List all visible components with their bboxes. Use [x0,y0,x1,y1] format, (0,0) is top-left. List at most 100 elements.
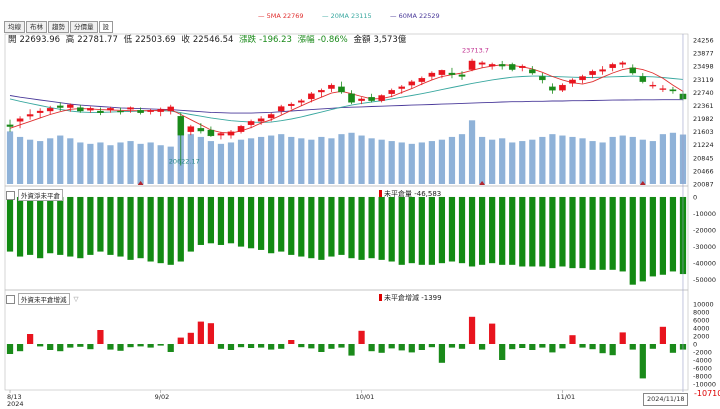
candle-body [6,124,14,127]
candle-body [26,114,34,117]
pct-value: -0.86% [317,35,348,45]
candle-body [418,78,426,82]
oi-change-bar [669,344,677,353]
oi-bar [388,196,395,262]
crosshair-min-value: -10710 [694,389,720,398]
candle-body [478,62,486,65]
volume-bar [67,138,74,184]
volume-bar [348,132,355,184]
candle-body [669,89,677,92]
oi-change-bar [298,344,305,348]
volume-bar [609,136,616,184]
panel3-toggle[interactable] [6,294,15,304]
volume-bar [428,141,435,184]
oi-change-bar [408,344,415,353]
candle-body [398,86,406,89]
oi-change-bar [448,344,456,348]
volume-bar [117,142,124,184]
oi-change-bar [468,316,476,344]
oi-change-bar [197,321,204,344]
change-value: -196.23 [259,35,292,45]
oi-bar [589,196,596,270]
candle-body [358,98,365,101]
candle-body [167,106,174,112]
oi-bar [6,196,14,252]
oi-bar [489,196,496,264]
oi-change-bar [489,323,496,344]
volume-bar [448,136,456,184]
price-tick-label: 22740 [693,89,714,97]
oi-change-bar [217,344,225,349]
oi-change-bar [117,344,124,351]
volume-bar [639,139,646,184]
volume-bar [258,136,265,184]
oi-change-bar [237,344,245,348]
oi-bar [77,196,84,259]
candle-body [639,76,647,82]
oi-change-tick-label: 10000 [693,301,714,309]
oi-bar [438,196,446,264]
panel3-title[interactable]: 外資未平倉增減 [18,293,70,305]
oi-bar [278,196,285,252]
high-value: 22781.77 [77,35,118,45]
volume-bar [157,145,164,184]
panel2-legend-swatch [379,190,382,197]
oi-bar [569,196,576,269]
oi-change-bar [599,344,606,354]
ohlc-readout: 開 22693.96 高 22781.77 低 22503.69 收 22546.54 … [8,33,409,45]
oi-change-tick-label: -8000 [693,373,712,381]
candle-body [157,109,164,112]
price-tick-label: 21982 [693,115,714,123]
candle-body [267,114,275,119]
oi-change-bar [107,344,114,350]
oi-change-bar [77,344,84,347]
candle-body [36,110,44,113]
oi-bar [67,196,74,257]
oi-bar [217,196,225,245]
volume-bar [629,136,636,184]
volume-bar [539,136,546,184]
tab-settings[interactable]: 設 [98,21,113,33]
oi-bar [26,196,34,255]
volume-bar [519,141,526,184]
volume-bar [458,134,466,184]
oi-change-bar [649,344,656,349]
oi-change-bar [288,340,295,344]
low-label: 低 [123,35,133,45]
panel3-value: -1399 [421,294,442,302]
oi-bar [428,196,435,265]
oi-bar [167,196,174,265]
volume-bar [559,135,566,184]
oi-bar [499,196,506,265]
volume-bar [368,138,375,184]
price-tick-label: 22361 [693,102,714,110]
oi-change-bar [207,323,215,344]
oi-bar [298,196,305,257]
volume-bar [649,141,656,184]
oi-change-bar [147,344,154,348]
oi-change-bar [338,344,345,348]
candle-body [468,60,476,70]
oi-bar [268,196,275,254]
volume-bar [227,142,235,184]
oi-change-bar [278,344,285,349]
ma20-legend: — 20MA 23115 [322,12,372,20]
tab-bollinger[interactable]: 布林 [26,21,47,33]
tab-ma[interactable]: 均線 [4,21,25,33]
oi-bar [398,196,405,265]
panel2-toggle[interactable] [6,190,15,200]
volume-bar [97,142,104,184]
tab-volume-profile[interactable]: 分價量 [70,21,98,33]
tab-trend[interactable]: 趨勢 [48,21,69,33]
volume-bar [509,142,516,184]
oi-change-bar [569,335,576,344]
panel2-title[interactable]: 外資淨未平倉 [18,189,63,201]
oi-change-bar [137,344,144,347]
candle-body [87,108,94,111]
oi-bar [368,196,375,259]
volume-bar [378,139,385,184]
candle-body [458,74,466,77]
filter-icon[interactable]: ▽ [73,295,79,303]
